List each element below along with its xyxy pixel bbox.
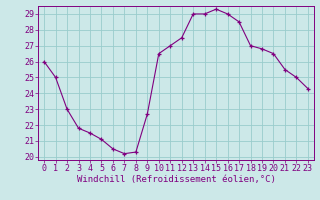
X-axis label: Windchill (Refroidissement éolien,°C): Windchill (Refroidissement éolien,°C) bbox=[76, 175, 276, 184]
